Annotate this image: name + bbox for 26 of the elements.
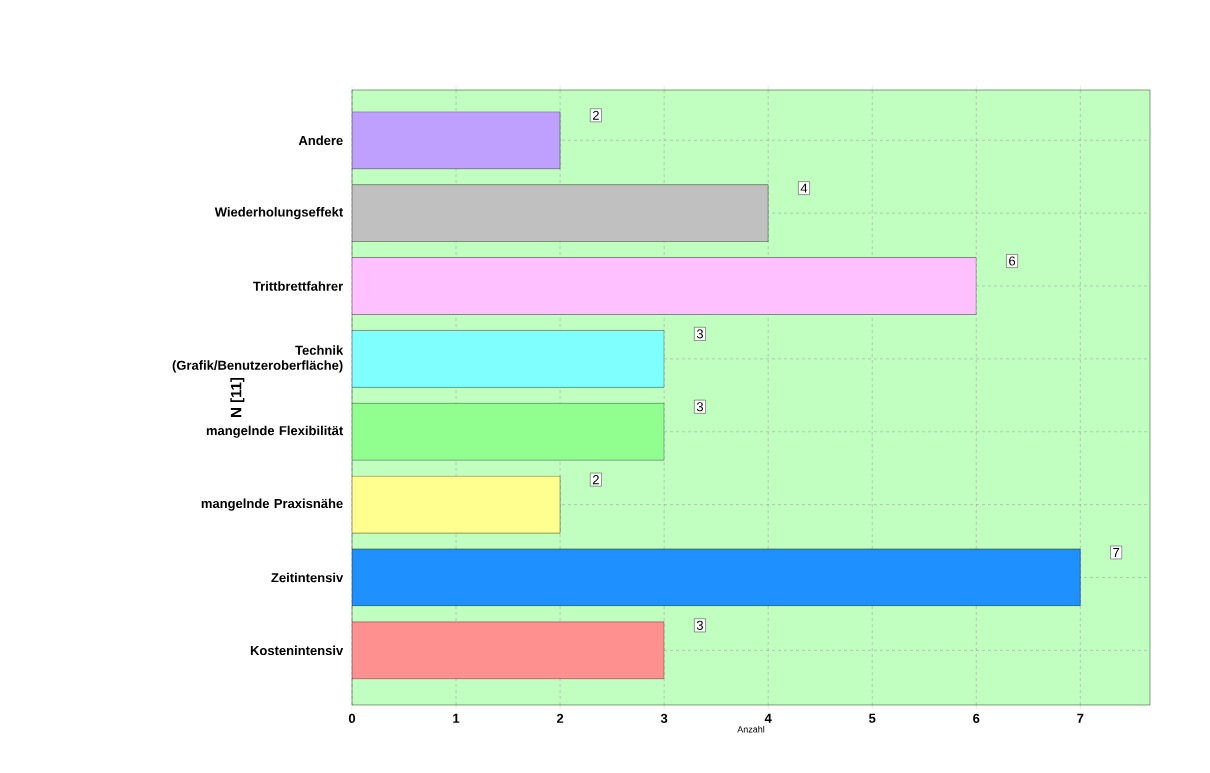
- data-label: 2: [592, 475, 599, 485]
- y-tick-label: mangelnde Flexibilität: [206, 425, 344, 438]
- x-tick-label: 1: [453, 713, 460, 723]
- x-tick-label: 3: [660, 713, 668, 724]
- data-label: 3: [696, 329, 703, 339]
- x-tick-label: 7: [1077, 713, 1084, 723]
- y-tick-label: Technik (Grafik/Benutzeroberfläche): [172, 345, 344, 373]
- y-tick-label: Zeitintensiv: [271, 572, 344, 583]
- x-axis-title: Anzahl: [737, 725, 765, 733]
- x-tick-label: 2: [556, 713, 564, 723]
- y-tick-label: Andere: [298, 135, 343, 146]
- x-tick-label: 6: [973, 713, 980, 723]
- data-label: 3: [696, 620, 703, 630]
- x-tick-label: 4: [764, 713, 772, 723]
- y-axis-title: N [11]: [230, 377, 245, 417]
- y-tick-label: Wiederholungseffekt: [214, 207, 344, 220]
- y-tick-label: Trittbrettfahrer: [253, 281, 343, 291]
- x-tick-label: 0: [348, 713, 356, 723]
- data-label: 7: [1113, 548, 1120, 557]
- y-tick-label: mangelnde Praxisnähe: [201, 498, 343, 511]
- data-label: 2: [592, 110, 599, 120]
- data-label: 4: [800, 183, 808, 193]
- y-tick-label: Kostenintensiv: [250, 645, 344, 656]
- x-tick-label: 5: [869, 713, 876, 723]
- data-label: 3: [696, 402, 703, 412]
- data-label: 6: [1009, 256, 1016, 266]
